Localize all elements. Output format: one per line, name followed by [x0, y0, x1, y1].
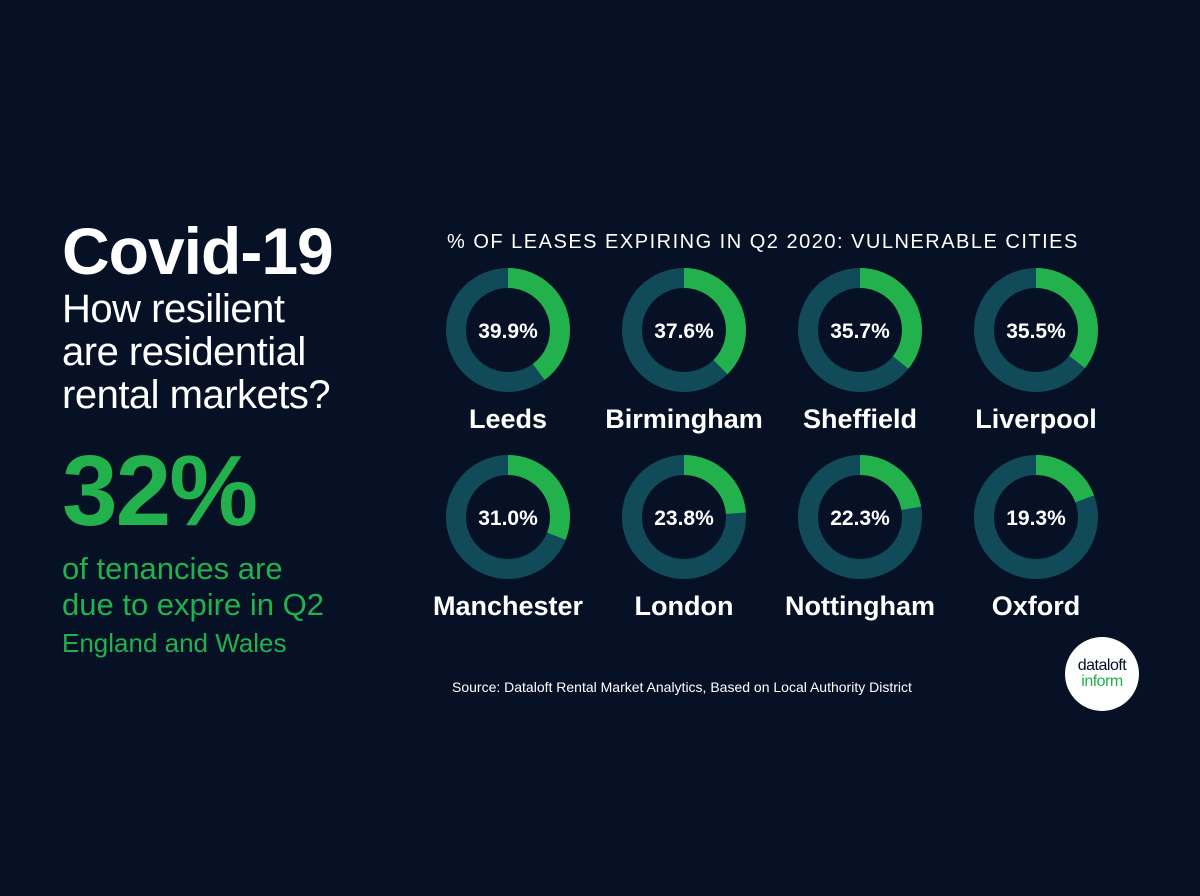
category-label: Liverpool — [975, 404, 1097, 434]
data-label: 22.3% — [830, 507, 890, 530]
donut-birmingham: 37.6% Birmingham — [605, 268, 763, 434]
subtitle-line: rental markets? — [62, 373, 331, 417]
donut-slice — [798, 455, 922, 579]
donut-chart-grid: 39.9%Leeds37.6%Birmingham35.7%Sheffield3… — [433, 268, 1098, 621]
category-label: London — [635, 591, 734, 621]
logo-text-secondary: inform — [1081, 673, 1123, 690]
subtitle-line: How resilient — [62, 287, 285, 331]
category-label: Sheffield — [803, 404, 917, 434]
category-label: Birmingham — [605, 404, 763, 434]
donut-sheffield: 35.7% Sheffield — [798, 268, 922, 434]
category-label: Nottingham — [785, 591, 935, 621]
key-stat-region: England and Wales — [62, 628, 287, 658]
donut-liverpool: 35.5% Liverpool — [974, 268, 1098, 434]
chart-title: % OF LEASES EXPIRING IN Q2 2020: VULNERA… — [447, 231, 1079, 253]
key-stat-description: of tenancies are due to expire in Q2 — [62, 551, 402, 623]
donut-slice — [446, 268, 570, 392]
data-label: 35.5% — [1006, 320, 1066, 343]
data-label: 35.7% — [830, 320, 890, 343]
donut-manchester: 31.0% Manchester — [433, 455, 584, 621]
category-label: Oxford — [992, 591, 1081, 621]
donut-slice — [974, 268, 1098, 392]
donut-nottingham: 22.3% Nottingham — [785, 455, 935, 621]
stat-desc-line: due to expire in Q2 — [62, 587, 324, 622]
donut-leeds: 39.9% Leeds — [446, 268, 570, 434]
logo-text-primary: dataloft — [1077, 657, 1127, 674]
data-label: 39.9% — [478, 320, 538, 343]
headline-subtitle: How resilient are residential rental mar… — [62, 288, 402, 417]
source-note: Source: Dataloft Rental Market Analytics… — [452, 679, 912, 695]
donut-slice — [974, 455, 1098, 579]
category-label: Leeds — [469, 404, 547, 434]
donut-slice — [798, 268, 922, 392]
donut-oxford: 19.3% Oxford — [974, 455, 1098, 621]
data-label: 37.6% — [654, 320, 714, 343]
key-stat-value: 32% — [62, 435, 258, 547]
data-label: 31.0% — [478, 507, 538, 530]
dataloft-logo: dataloft inform — [1065, 637, 1139, 711]
subtitle-line: are residential — [62, 330, 306, 374]
data-label: 23.8% — [654, 507, 714, 530]
stat-desc-line: of tenancies are — [62, 551, 283, 586]
donut-slice — [622, 455, 746, 579]
donut-slice — [446, 455, 570, 579]
headline-title: Covid-19 — [62, 214, 334, 288]
data-label: 19.3% — [1006, 507, 1066, 530]
headline-panel: Covid-19 How resilient are residential r… — [62, 218, 402, 659]
category-label: Manchester — [433, 591, 584, 621]
donut-slice — [622, 268, 746, 392]
donut-london: 23.8% London — [622, 455, 746, 621]
